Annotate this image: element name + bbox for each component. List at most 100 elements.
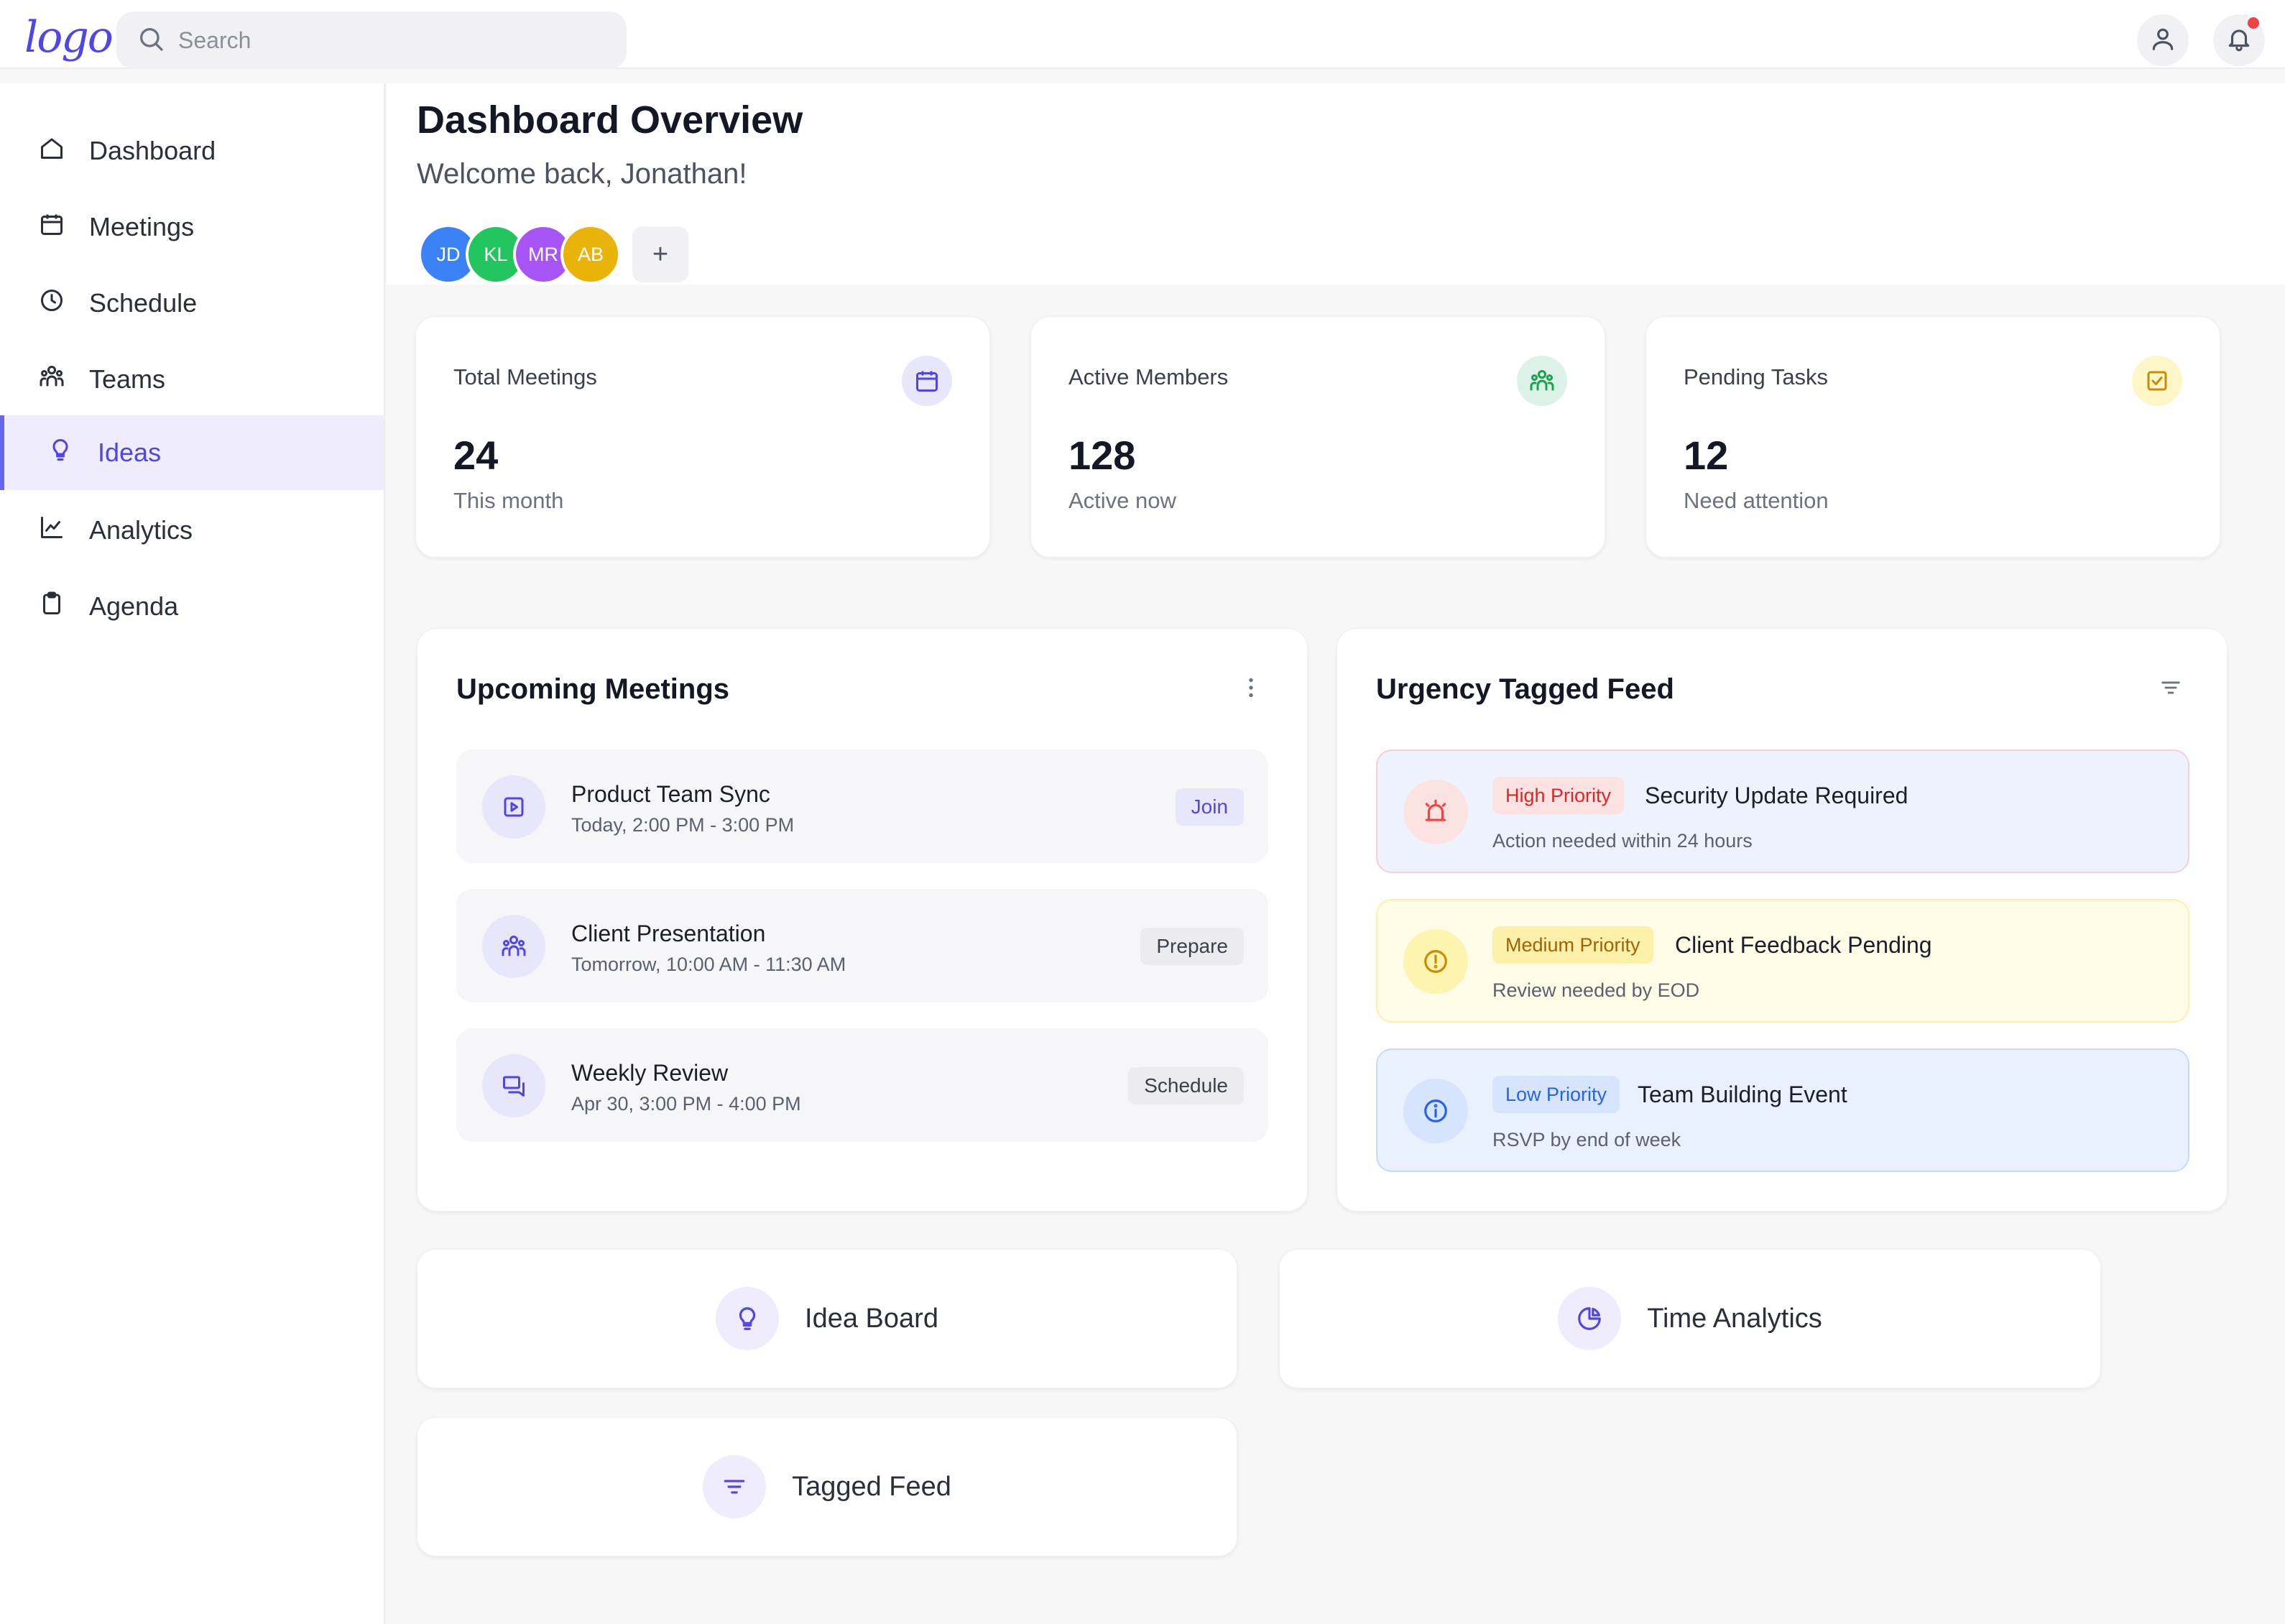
notification-dot <box>2248 17 2259 29</box>
sidebar-item-agenda[interactable]: Agenda <box>0 569 384 644</box>
check-square-icon <box>2132 356 2182 406</box>
sidebar-item-label: Meetings <box>89 212 195 241</box>
stat-subtext: Need attention <box>1684 488 1829 513</box>
sidebar-item-dashboard[interactable]: Dashboard <box>0 114 384 188</box>
meeting-time: Apr 30, 3:00 PM - 4:00 PM <box>571 1093 801 1115</box>
lightbulb-icon <box>716 1287 780 1350</box>
feed-item-low[interactable]: Low Priority Team Building Event RSVP by… <box>1376 1048 2189 1172</box>
filter-button[interactable] <box>2156 675 2185 703</box>
feed-title: Team Building Event <box>1638 1081 1847 1107</box>
urgency-feed-panel: Urgency Tagged Feed High Priority Securi… <box>1337 628 2228 1212</box>
sidebar-item-label: Schedule <box>89 288 198 318</box>
quick-link-label: Idea Board <box>805 1303 938 1334</box>
stat-subtext: This month <box>453 488 564 513</box>
meeting-title: Product Team Sync <box>571 781 770 807</box>
stat-value: 12 <box>1684 433 1729 478</box>
avatar[interactable]: AB <box>560 224 621 285</box>
bell-icon <box>2225 25 2253 56</box>
stat-subtext: Active now <box>1068 488 1176 513</box>
users-icon <box>482 915 545 978</box>
user-icon <box>2149 25 2176 56</box>
pie-chart-icon <box>1558 1287 1622 1350</box>
meeting-time: Today, 2:00 PM - 3:00 PM <box>571 814 795 836</box>
stat-value: 24 <box>453 433 499 478</box>
priority-badge: Low Priority <box>1492 1076 1620 1113</box>
chart-line-icon <box>39 515 89 547</box>
filter-icon <box>2159 675 2183 703</box>
quick-link-label: Tagged Feed <box>792 1471 951 1502</box>
priority-badge: Medium Priority <box>1492 926 1653 964</box>
sidebar-item-teams[interactable]: Teams <box>0 342 384 417</box>
more-vertical-icon <box>1238 675 1264 704</box>
page-header <box>387 83 2285 285</box>
calendar-icon <box>39 211 89 244</box>
meeting-item[interactable]: Weekly Review Apr 30, 3:00 PM - 4:00 PM … <box>456 1028 1268 1142</box>
feed-title: Client Feedback Pending <box>1675 932 1932 958</box>
sidebar-item-label: Teams <box>89 364 166 394</box>
info-circle-icon <box>1403 1079 1468 1143</box>
feed-subtext: Review needed by EOD <box>1492 979 1700 1001</box>
stat-label: Active Members <box>1068 364 1229 389</box>
alert-circle-icon <box>1403 929 1468 994</box>
search-bar[interactable] <box>116 11 627 69</box>
users-icon <box>39 364 89 396</box>
sidebar-item-label: Agenda <box>89 591 179 621</box>
more-options-button[interactable] <box>1237 675 1265 703</box>
stat-label: Pending Tasks <box>1684 364 1829 389</box>
user-profile-button[interactable] <box>2137 14 2189 66</box>
prepare-button[interactable]: Prepare <box>1140 928 1244 965</box>
sidebar-item-label: Ideas <box>98 438 162 467</box>
home-icon <box>39 135 89 167</box>
notifications-button[interactable] <box>2213 14 2265 66</box>
stat-value: 128 <box>1068 433 1136 478</box>
add-member-button[interactable]: + <box>632 226 688 282</box>
stat-card-active-members: Active Members 128 Active now <box>1030 316 1605 558</box>
upcoming-meetings-panel: Upcoming Meetings Product Team Sync Toda… <box>417 628 1308 1212</box>
welcome-message: Welcome back, Jonathan! <box>417 158 747 190</box>
meeting-item[interactable]: Product Team Sync Today, 2:00 PM - 3:00 … <box>456 749 1268 863</box>
search-input[interactable] <box>178 27 581 54</box>
avatar-group: JD KL MR AB + <box>418 224 688 285</box>
feed-subtext: Action needed within 24 hours <box>1492 830 1753 852</box>
priority-badge: High Priority <box>1492 777 1625 814</box>
stat-card-total-meetings: Total Meetings 24 This month <box>415 316 990 558</box>
top-bar: logo <box>0 0 2285 69</box>
sidebar-item-schedule[interactable]: Schedule <box>0 266 384 341</box>
meeting-item[interactable]: Client Presentation Tomorrow, 10:00 AM -… <box>456 889 1268 1002</box>
meeting-title: Client Presentation <box>571 921 766 946</box>
panel-title: Upcoming Meetings <box>456 673 730 705</box>
clock-icon <box>39 287 89 320</box>
sidebar-item-label: Analytics <box>89 515 193 545</box>
logo[interactable]: logo <box>24 12 114 63</box>
feed-title: Security Update Required <box>1645 783 1908 808</box>
sidebar-item-ideas[interactable]: Ideas <box>0 415 384 490</box>
feed-subtext: RSVP by end of week <box>1492 1129 1681 1150</box>
feed-item-high[interactable]: High Priority Security Update Required A… <box>1376 749 2189 873</box>
search-icon <box>137 24 165 57</box>
clipboard-icon <box>39 591 89 623</box>
quick-link-time-analytics[interactable]: Time Analytics <box>1279 1249 2101 1388</box>
sidebar-item-analytics[interactable]: Analytics <box>0 493 384 568</box>
panel-title: Urgency Tagged Feed <box>1376 673 1674 705</box>
play-square-icon <box>482 775 545 839</box>
sidebar: Dashboard Meetings Schedule Teams Ideas … <box>0 83 385 1624</box>
meeting-time: Tomorrow, 10:00 AM - 11:30 AM <box>571 954 846 975</box>
stat-card-pending-tasks: Pending Tasks 12 Need attention <box>1645 316 2220 558</box>
schedule-button[interactable]: Schedule <box>1128 1067 1244 1104</box>
chat-bubbles-icon <box>482 1054 545 1117</box>
quick-link-idea-board[interactable]: Idea Board <box>417 1249 1237 1388</box>
lightbulb-icon <box>47 437 98 469</box>
sidebar-item-meetings[interactable]: Meetings <box>0 190 384 264</box>
calendar-icon <box>902 356 952 406</box>
feed-item-medium[interactable]: Medium Priority Client Feedback Pending … <box>1376 899 2189 1023</box>
quick-link-label: Time Analytics <box>1647 1303 1822 1334</box>
meeting-title: Weekly Review <box>571 1060 729 1086</box>
filter-icon <box>703 1455 767 1518</box>
alarm-icon <box>1403 780 1468 844</box>
join-button[interactable]: Join <box>1175 788 1244 826</box>
sidebar-item-label: Dashboard <box>89 136 216 165</box>
users-icon <box>1517 356 1567 406</box>
quick-link-tagged-feed[interactable]: Tagged Feed <box>417 1417 1237 1556</box>
stat-label: Total Meetings <box>453 364 597 389</box>
page-title: Dashboard Overview <box>417 98 803 142</box>
